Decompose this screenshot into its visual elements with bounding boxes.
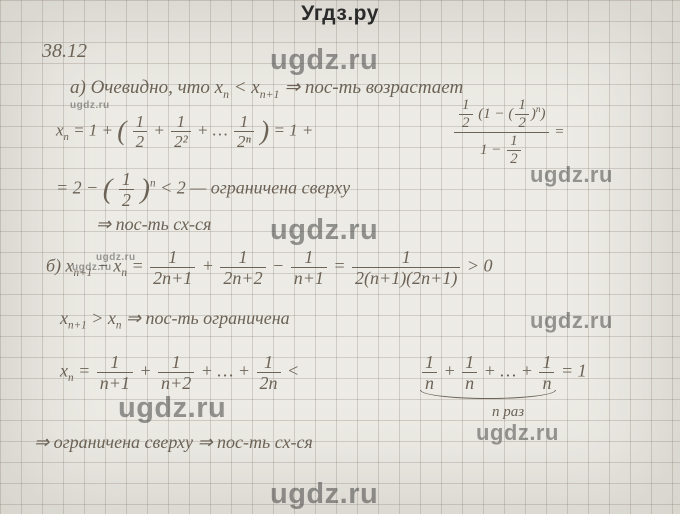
watermark: ugdz.ru [270, 478, 378, 511]
site-title: Угдз.ру [301, 2, 379, 25]
handwriting-ex-num: 38.12 [42, 40, 87, 63]
site-header: Угдз.ру [0, 2, 680, 26]
watermark: ugdz.ru [530, 308, 613, 334]
watermark: ugdz.ru [530, 162, 613, 188]
handwriting-line-a: а) Очевидно, что xn < xn+1 ⇒ пос-ть возр… [70, 76, 463, 99]
watermark: ugdz.ru [72, 262, 112, 273]
handwriting-line-b4: ⇒ ограничена сверху ⇒ пос-ть сх-ся [34, 432, 313, 453]
handwriting-brace-label: n раз [492, 404, 524, 421]
handwriting-line-a2-lhs: xn = 1 + ( 12 + 12² + … 12ⁿ ) = 1 + [56, 113, 313, 150]
watermark: ugdz.ru [270, 44, 378, 77]
watermark: ugdz.ru [70, 100, 110, 111]
handwriting-line-a4: ⇒ пос-ть сх-ся [96, 214, 211, 235]
watermark: ugdz.ru [118, 392, 226, 425]
handwriting-line-b3-rhs: 1n + 1n + … + 1n = 1 [420, 353, 587, 392]
handwriting-line-a3: = 2 − ( 12 )n < 2 — ограничена сверху [56, 170, 350, 209]
handwriting-line-b2: xn+1 > xn ⇒ пос-ть ограничена [60, 308, 290, 329]
handwriting-line-a2-rhs-frac: 12 (1 − (12)n)1 − 12 = [452, 98, 564, 167]
handwriting-line-b3-lhs: xn = 1n+1 + 1n+2 + … + 12n < [60, 353, 299, 392]
watermark: ugdz.ru [476, 420, 559, 446]
watermark: ugdz.ru [270, 214, 378, 247]
